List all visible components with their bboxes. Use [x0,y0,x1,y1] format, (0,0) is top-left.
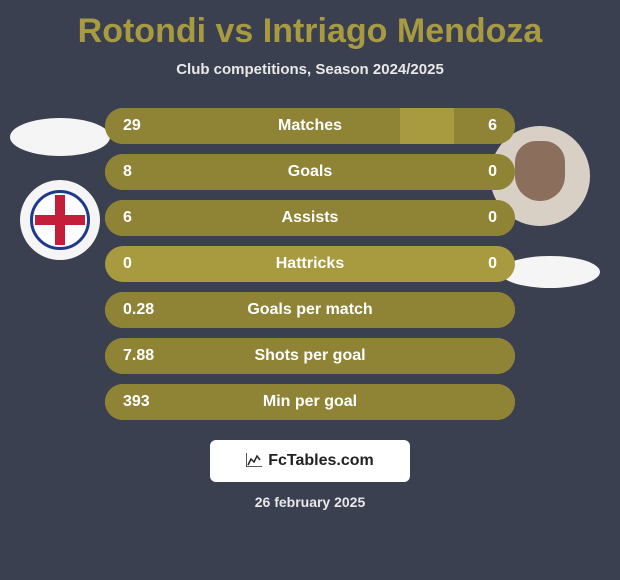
stat-label: Goals per match [105,301,515,319]
footer-date: 26 february 2025 [0,494,620,510]
subtitle: Club competitions, Season 2024/2025 [0,51,620,78]
stat-val-right: 0 [488,255,497,273]
stat-row-gpm: 0.28 Goals per match [105,292,515,328]
page-title: Rotondi vs Intriago Mendoza [0,0,620,51]
stat-label: Goals [105,163,515,181]
club-logo-left [20,180,100,260]
stat-val-right: 0 [488,163,497,181]
stat-val-right: 6 [488,117,497,135]
stat-label: Hattricks [105,255,515,273]
footer-site: FcTables.com [268,452,374,470]
stats-container: 29 Matches 6 8 Goals 0 6 Assists 0 0 Hat… [105,108,515,420]
stat-row-spg: 7.88 Shots per goal [105,338,515,374]
stat-label: Min per goal [105,393,515,411]
player-right-avatar-oval [500,256,600,288]
chart-icon [246,453,262,470]
stat-row-hattricks: 0 Hattricks 0 [105,246,515,282]
stat-label: Shots per goal [105,347,515,365]
player-left-avatar-oval [10,118,110,156]
stat-row-matches: 29 Matches 6 [105,108,515,144]
footer-badge[interactable]: FcTables.com [210,440,410,482]
stat-label: Matches [105,117,515,135]
stat-row-assists: 6 Assists 0 [105,200,515,236]
stat-label: Assists [105,209,515,227]
stat-val-right: 0 [488,209,497,227]
stat-row-mpg: 393 Min per goal [105,384,515,420]
stat-row-goals: 8 Goals 0 [105,154,515,190]
